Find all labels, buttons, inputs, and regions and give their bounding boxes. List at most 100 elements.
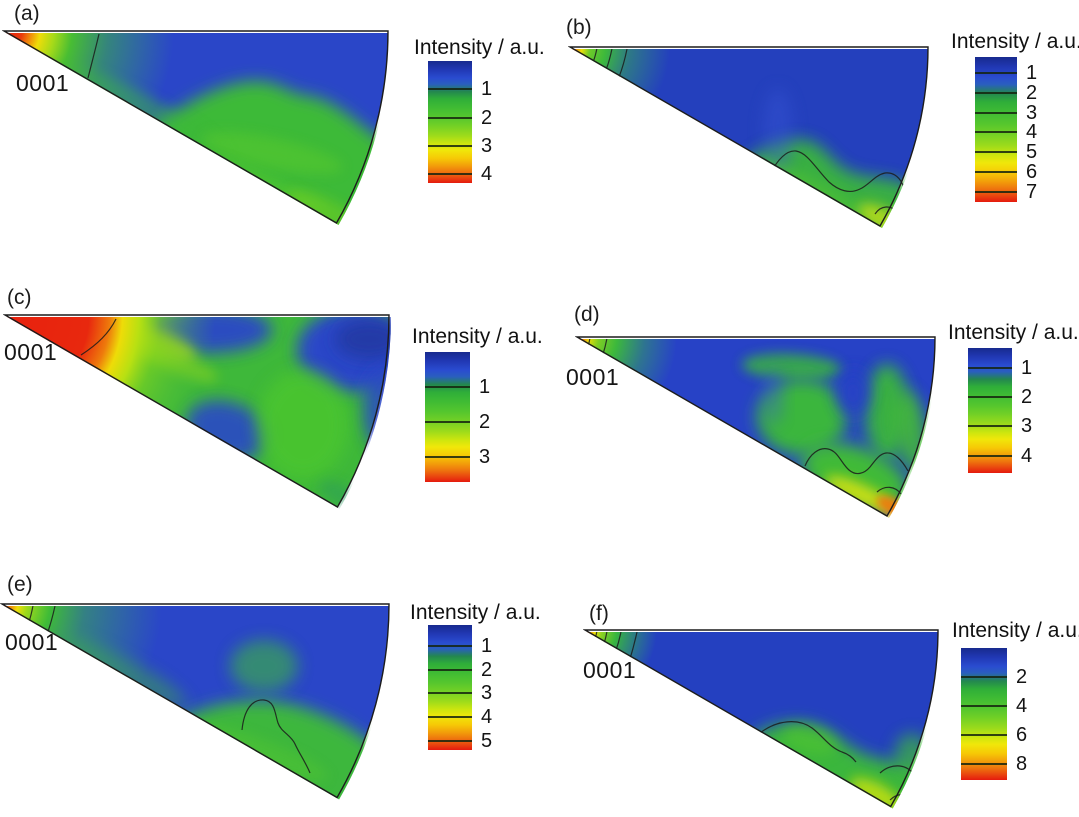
- contour-line: [87, 33, 100, 79]
- colorbar-tick: [968, 425, 1012, 428]
- wedge-field: [572, 49, 930, 228]
- wedge-outline: [3, 314, 390, 508]
- colorbar-tick-label: 6: [1016, 724, 1028, 747]
- apex-maximum: [587, 632, 657, 702]
- contour-line: [28, 606, 34, 622]
- wedge-outline: [2, 30, 389, 224]
- colorbar-tick-label: 5: [1026, 141, 1038, 164]
- colorbar-tick-label: 1: [1021, 357, 1033, 380]
- colorbar-tick-label: 2: [479, 410, 491, 433]
- colorbar-tick-label: 2: [481, 658, 493, 681]
- colorbar-title: Intensity / a.u.: [952, 619, 1079, 642]
- pole-label-0001: 0001: [583, 657, 637, 683]
- contour-line: [874, 206, 899, 227]
- panel-label: (c): [7, 286, 32, 309]
- panel-label: (e): [7, 573, 33, 596]
- colorbar-tick-label: 3: [481, 682, 493, 705]
- colorbar-tick: [428, 173, 472, 176]
- wedge-field: [587, 632, 940, 809]
- ipf-wedge-plot: [575, 336, 936, 518]
- wedge-field: [7, 317, 391, 509]
- colorbar-tick: [961, 763, 1007, 766]
- colorbar-tick: [428, 715, 472, 718]
- colorbar-tick: [975, 191, 1017, 194]
- colorbar-tick-label: 3: [481, 135, 493, 158]
- colorbar-tick: [425, 455, 470, 458]
- contour-line: [615, 632, 622, 651]
- wedge-outline: [0, 603, 390, 799]
- wedge-outline: [575, 336, 936, 517]
- panel-label: (f): [589, 602, 609, 625]
- colorbar-gradient: 1 2 3 4: [428, 61, 492, 184]
- colorbar-tick: [968, 396, 1012, 399]
- wedge-field: [579, 339, 935, 518]
- colorbar-tick-label: 3: [1026, 101, 1038, 124]
- colorbar-tick-label: 4: [1021, 444, 1033, 467]
- wedge-field: [4, 606, 389, 800]
- wedge-field: [6, 33, 390, 225]
- pole-label-0001: 0001: [4, 339, 58, 365]
- pole-label-0001: 0001: [16, 70, 70, 96]
- colorbar-tick: [428, 88, 472, 91]
- colorbar-tick-label: 1: [481, 635, 493, 658]
- panel-label: (b): [566, 16, 592, 39]
- colorbar-title: Intensity / a.u.: [412, 325, 543, 348]
- colorbar-tick: [428, 116, 472, 119]
- pole-label-0001: 0001: [566, 364, 620, 390]
- ipf-wedge-plot: [0, 603, 390, 800]
- colorbar-title: Intensity / a.u.: [948, 321, 1079, 344]
- apex-maximum: [7, 317, 215, 509]
- colorbar-tick-label: 4: [1016, 695, 1028, 718]
- colorbar-tick-label: 2: [1021, 386, 1033, 409]
- colorbar-gradient: 1 2 3 4: [968, 348, 1032, 473]
- contour-line: [587, 339, 591, 346]
- colorbar-tick: [968, 454, 1012, 457]
- colorbar-gradient: 2 4 6 8: [961, 648, 1027, 780]
- colorbar-tick: [425, 385, 470, 388]
- ipf-wedge-plot: [583, 629, 940, 809]
- colorbar-tick: [961, 705, 1007, 708]
- colorbar-tick: [425, 420, 470, 423]
- contour-line: [759, 721, 857, 763]
- apex-maximum: [4, 606, 162, 764]
- colorbar-tick-label: 3: [479, 445, 491, 468]
- contour-line: [595, 632, 598, 638]
- colorbar-tick-label: 4: [1026, 121, 1038, 144]
- colorbar-tick: [975, 91, 1017, 94]
- colorbar-tick-label: 4: [481, 163, 493, 186]
- colorbar-tick-label: 1: [481, 78, 493, 101]
- contour-line: [804, 448, 909, 475]
- panel-label: (d): [574, 303, 600, 326]
- colorbar-tick-label: 6: [1026, 161, 1038, 184]
- colorbar-tick-label: 2: [1016, 666, 1028, 688]
- ipf-wedge-plot: [3, 314, 391, 509]
- apex-maximum: [6, 33, 204, 225]
- colorbar-tick: [975, 151, 1017, 154]
- colorbar-title: Intensity / a.u.: [410, 601, 541, 624]
- colorbar-tick-label: 8: [1016, 753, 1028, 776]
- contour-line: [80, 318, 117, 356]
- colorbar-tick: [975, 71, 1017, 74]
- colorbar-tick: [975, 171, 1017, 174]
- colorbar-tick: [961, 676, 1007, 678]
- panel-label: (a): [14, 2, 40, 25]
- colorbar-tick-label: 2: [1026, 81, 1038, 104]
- contour-line: [605, 49, 613, 69]
- contour-line: [241, 699, 311, 774]
- colorbar-tick: [961, 734, 1007, 737]
- colorbar-tick-label: 1: [479, 375, 491, 398]
- ipf-wedge-plot: [2, 30, 390, 225]
- colorbar-tick: [968, 367, 1012, 370]
- colorbar-tick-label: 2: [481, 106, 493, 129]
- colorbar-tick: [428, 668, 472, 671]
- colorbar-tick: [428, 645, 472, 648]
- colorbar-tick-label: 3: [1021, 415, 1033, 438]
- colorbar-tick-label: 4: [481, 705, 493, 728]
- ipf-wedge-plot: [568, 46, 930, 228]
